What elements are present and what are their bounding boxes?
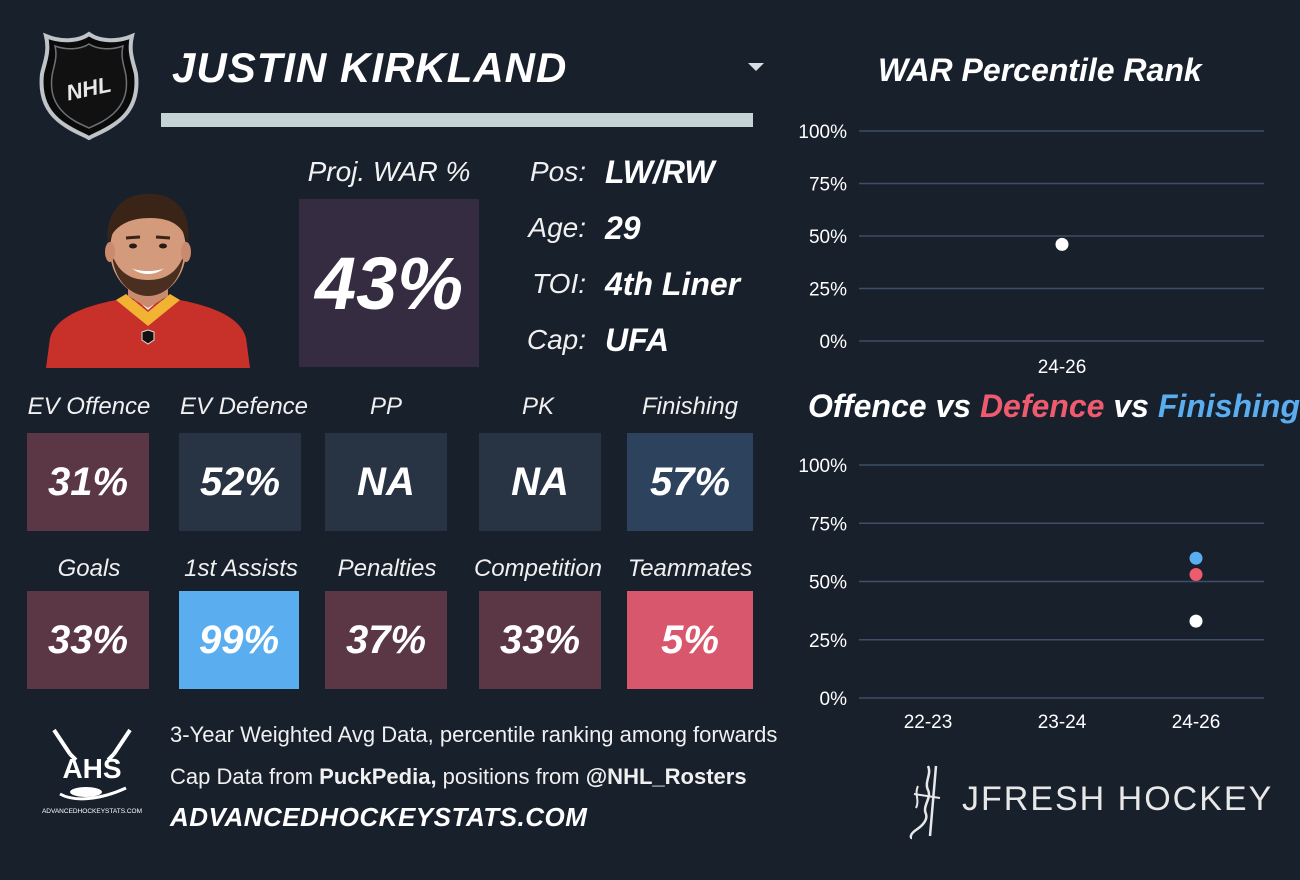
title-part-finishing: Finishing [1157,388,1300,424]
tile-competition: 33% [479,591,601,689]
source-puckpedia: PuckPedia, [319,764,437,789]
site-url[interactable]: ADVANCEDHOCKEYSTATS.COM [170,802,588,832]
tile-label-finishing: Finishing [641,393,739,420]
tile-goals: 33% [27,591,149,689]
chart-title-offence-defence-finishing: Offence vs Defence vs Finishing [808,388,1300,425]
title-part-vs: vs [926,388,980,424]
data-point [1055,237,1069,251]
info-row-age: Age: 29 [510,208,780,248]
tile-pp: NA [325,433,447,531]
y-tick-label: 25% [809,631,847,652]
y-tick-label: 25% [809,280,847,301]
info-key: Age: [528,212,586,243]
y-tick-label: 75% [809,514,847,535]
tile-pk: NA [479,433,601,531]
tile-teammates: 5% [627,591,753,689]
footnote-prefix: Cap Data from [170,764,320,789]
info-row-toi: TOI: 4th Liner [510,264,780,304]
info-row-cap: Cap: UFA [510,320,780,360]
name-underline-bar [161,113,753,127]
tile-ev-offence: 31% [27,433,149,531]
jfresh-hockey-brand: JFRESH HOCKEY [962,780,1274,818]
tile-label-pk: PK [521,393,554,420]
chevron-down-icon[interactable] [748,63,764,71]
tile-1st-assists: 99% [179,591,299,689]
tile-label-teammates: Teammates [627,555,753,582]
chart-title-war-percentile: WAR Percentile Rank [878,52,1202,88]
tile-label-ev-defence: EV Defence [179,393,309,420]
info-row-position: Pos: LW/RW [510,152,780,192]
source-nhl-rosters: @NHL_Rosters [585,764,747,789]
y-tick-label: 0% [820,689,848,710]
info-value: 4th Liner [605,265,741,302]
tile-label-pp: PP [369,393,402,420]
ahs-logo-small-text: ADVANCEDHOCKEYSTATS.COM [42,808,142,815]
data-point [1189,568,1203,582]
x-tick-label: 22-23 [904,712,953,733]
y-tick-label: 100% [798,456,847,477]
ahs-logo-text: AHS [62,753,121,784]
title-part-offence: Offence [808,388,927,424]
title-part-vs: vs [1104,388,1158,424]
tile-label-competition: Competition [473,555,603,582]
x-tick-label: 23-24 [1038,712,1087,733]
data-point [1189,614,1203,628]
proj-war-value: 43% [299,199,479,367]
player-name: JUSTIN KIRKLAND [172,44,568,91]
war-percentile-chart: 0% 25% 50% 75% 100% 24-26 [798,122,1264,378]
data-point [1189,551,1203,565]
nhl-logo: NHL [39,31,139,141]
tile-ev-defence: 52% [179,433,301,531]
y-tick-label: 50% [809,227,847,248]
footnote-middle: positions from [436,764,586,789]
tile-label-goals: Goals [57,555,121,582]
info-value: UFA [605,321,669,358]
tile-label-penalties: Penalties [337,555,437,582]
x-tick-label: 24-26 [1038,357,1087,378]
info-key: Cap: [526,324,586,355]
y-tick-label: 50% [809,573,847,594]
info-key: Pos: [529,156,586,187]
tile-label-1st-assists: 1st Assists [184,555,298,582]
footnote-data-description: 3-Year Weighted Avg Data, percentile ran… [170,722,778,747]
x-tick-label: 24-26 [1172,712,1221,733]
title-part-defence: Defence [979,388,1105,424]
ahs-logo: AHS ADVANCEDHOCKEYSTATS.COM [42,728,142,815]
offence-defence-finishing-chart: 0% 25% 50% 75% 100% 22-23 23-24 24-26 [798,456,1264,733]
y-tick-label: 0% [820,332,848,353]
jfresh-hockey-stick-logo [909,765,941,840]
y-tick-label: 100% [798,122,847,143]
y-tick-label: 75% [809,175,847,196]
player-headshot [46,193,250,368]
tile-penalties: 37% [325,591,447,689]
proj-war-label: Proj. WAR % [307,156,471,187]
info-value: 29 [605,209,641,246]
tile-label-ev-offence: EV Offence [27,393,151,420]
footnote-sources: Cap Data from PuckPedia, positions from … [170,764,747,790]
info-value: LW/RW [605,153,715,190]
tile-finishing: 57% [627,433,753,531]
info-key: TOI: [532,268,586,299]
